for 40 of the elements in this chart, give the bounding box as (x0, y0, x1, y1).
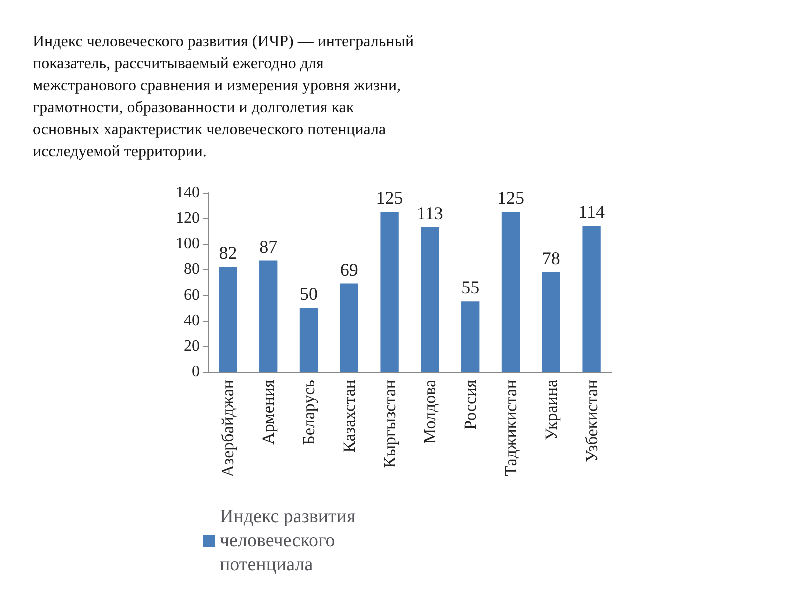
data-label: 78 (542, 248, 560, 268)
bar (219, 267, 238, 372)
y-tick-label: 140 (176, 184, 200, 202)
y-tick-label: 120 (176, 210, 200, 228)
x-tick-label: Молдова (420, 380, 440, 444)
data-label: 113 (417, 204, 444, 224)
bar (380, 212, 399, 372)
bar (462, 302, 480, 372)
x-tick-label: Таджикистан (502, 380, 520, 476)
data-label: 50 (300, 284, 318, 304)
bar (340, 284, 358, 372)
data-label: 125 (498, 188, 524, 208)
y-tick-label: 100 (176, 236, 200, 253)
bar (260, 260, 278, 372)
y-tick-label: 20 (184, 338, 200, 355)
x-tick-label: Казахстан (340, 380, 359, 453)
bar (502, 212, 520, 372)
x-tick-label: Азербайджан (218, 380, 238, 478)
data-label: 87 (260, 236, 278, 257)
bar (421, 228, 440, 372)
y-tick-label: 40 (184, 312, 200, 330)
bar (542, 272, 560, 372)
x-tick-label: Украина (542, 380, 561, 441)
data-label: 114 (578, 202, 605, 222)
x-tick-label: Армения (259, 380, 278, 445)
chart-title: Индекс человеческого развития (ИЧР) — интегральный показатель, рассчитываемый ежегодно для межстранового сравнения и измерения уровня жизни, грамотности, образованности и долголетия как основных характеристик человеческого потенциала исследуемой территории. (33, 34, 418, 160)
y-tick-label: 80 (184, 261, 200, 278)
x-tick-label: Россия (461, 380, 480, 430)
y-tick-label: 0 (192, 364, 200, 380)
bar (582, 226, 601, 372)
data-label: 82 (219, 243, 238, 264)
x-tick-label: Узбекистан (582, 380, 602, 462)
data-label: 55 (462, 278, 480, 298)
bar (300, 308, 318, 372)
legend-label: Индекс развития человеческого потенциала (220, 506, 360, 576)
x-tick-label: Кыргызстан (380, 380, 400, 468)
y-tick-label: 60 (184, 286, 200, 304)
data-label: 125 (376, 188, 404, 208)
x-tick-label: Беларусь (300, 380, 318, 446)
data-label: 69 (340, 260, 358, 280)
